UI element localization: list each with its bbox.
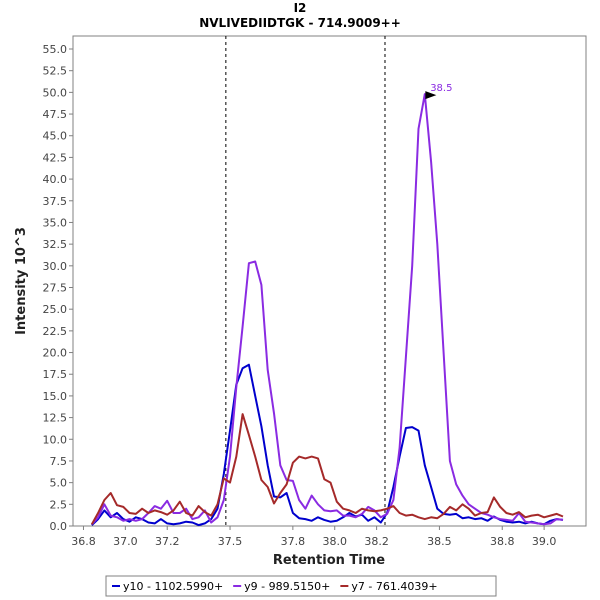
y-tick-label: 55.0 (43, 43, 68, 56)
x-tick-label: 37.5 (218, 535, 243, 548)
legend: y10 - 1102.5990+ y9 - 989.5150+ y7 - 761.4… (105, 575, 497, 597)
legend-entry-1: y10 - 1102.5990+ (123, 580, 223, 593)
y-tick-label: 47.5 (43, 108, 68, 121)
peak-annotation-label: 38.5 (430, 83, 452, 94)
x-tick-label: 38.8 (490, 535, 515, 548)
x-tick-label: 38.2 (364, 535, 389, 548)
y-tick-label: 15.0 (43, 390, 68, 403)
series-line-2 (91, 93, 564, 526)
x-tick-label: 38.5 (427, 535, 452, 548)
series-line-3 (90, 413, 564, 525)
legend-entry-3: y7 - 761.4039+ (351, 580, 437, 593)
y-tick-label: 2.5 (50, 498, 68, 511)
chart-subtitle: NVLIVEDIIDTGK - 714.9009++ (199, 16, 401, 30)
plot-area: 0.0 2.5 5.0 7.5 10.0 12.5 15.0 17.5 20.0 22.5 25.0… (43, 35, 587, 548)
peak-marker-icon (425, 91, 437, 100)
y-tick-label: 30.0 (43, 260, 68, 273)
y-tick-label: 17.5 (43, 368, 68, 381)
y-tick-label: 42.5 (43, 151, 68, 164)
legend-box (105, 575, 497, 597)
y-tick-label: 37.5 (43, 195, 68, 208)
y-axis-label: Intensity 10^3 (14, 227, 29, 335)
y-tick-label: 27.5 (43, 282, 68, 295)
x-tick-label: 37.0 (113, 535, 138, 548)
y-tick-label: 20.0 (43, 347, 68, 360)
x-tick-label: 39.0 (532, 535, 557, 548)
chart-title: I2 (294, 1, 307, 15)
y-tick-label: 45.0 (43, 130, 68, 143)
x-tick-label: 38.0 (322, 535, 347, 548)
x-tick-label: 37.8 (281, 535, 306, 548)
y-tick-label: 40.0 (43, 173, 68, 186)
x-tick-label: 37.2 (155, 535, 180, 548)
y-tick-label: 35.0 (43, 216, 68, 229)
y-tick-label: 7.5 (50, 455, 68, 468)
y-tick-label: 32.5 (43, 238, 68, 251)
y-tick-label: 12.5 (43, 412, 68, 425)
series-line-1 (91, 363, 564, 527)
y-tick-label: 10.0 (43, 433, 68, 446)
y-tick-label: 0.0 (50, 520, 68, 533)
y-tick-label: 50.0 (43, 86, 68, 99)
legend-entry-2: y9 - 989.5150+ (244, 580, 330, 593)
plot-frame (72, 35, 587, 527)
x-tick-label: 36.8 (71, 535, 96, 548)
y-tick-label: 22.5 (43, 325, 68, 338)
y-tick-label: 52.5 (43, 65, 68, 78)
y-tick-label: 5.0 (50, 477, 68, 490)
y-tick-label: 25.0 (43, 303, 68, 316)
x-axis-label: Retention Time (273, 553, 385, 568)
